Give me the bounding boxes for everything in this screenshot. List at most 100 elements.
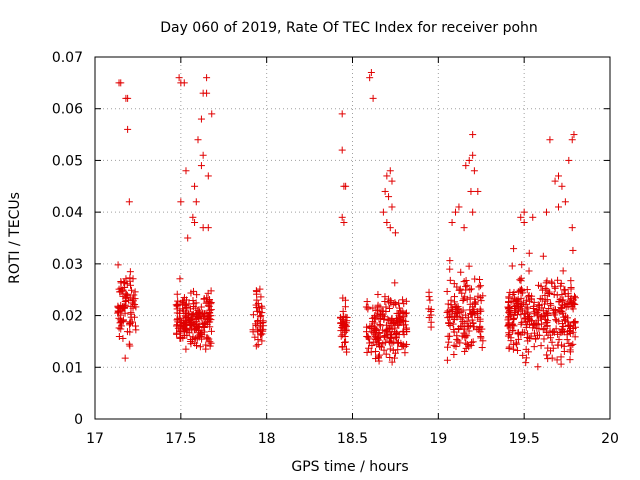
x-tick-label: 19.5 — [509, 431, 540, 447]
data-point — [544, 344, 552, 352]
data-point — [183, 303, 191, 311]
data-point — [560, 342, 568, 350]
data-point — [254, 316, 262, 324]
data-point — [555, 298, 563, 306]
data-point — [341, 303, 349, 311]
data-point — [197, 329, 205, 337]
data-point — [450, 315, 458, 323]
data-point — [192, 198, 200, 206]
data-point — [425, 288, 433, 296]
data-point — [510, 315, 518, 323]
data-point — [401, 310, 409, 318]
data-point — [374, 301, 382, 309]
data-point — [530, 298, 538, 306]
data-point — [200, 328, 208, 336]
data-point — [194, 308, 202, 316]
data-point — [539, 313, 547, 321]
data-point — [546, 289, 554, 297]
data-point — [114, 261, 122, 269]
data-point — [387, 299, 395, 307]
data-point — [450, 341, 458, 349]
data-point — [395, 304, 403, 312]
data-point — [427, 323, 435, 331]
data-point — [381, 187, 389, 195]
data-point — [534, 281, 542, 289]
data-point — [460, 224, 468, 232]
data-point — [446, 257, 454, 265]
data-point — [522, 359, 530, 367]
data-point — [449, 320, 457, 328]
data-point — [552, 325, 560, 333]
data-point — [197, 115, 205, 123]
data-point — [383, 172, 391, 180]
data-point — [520, 218, 528, 226]
data-point — [253, 296, 261, 304]
data-point — [468, 310, 476, 318]
data-point — [569, 246, 577, 254]
data-point — [541, 311, 549, 319]
data-point — [444, 314, 452, 322]
data-point — [117, 325, 125, 333]
data-point — [391, 349, 399, 357]
data-point — [510, 341, 518, 349]
data-point — [518, 261, 526, 269]
data-point — [204, 224, 212, 232]
data-point — [469, 338, 477, 346]
data-point — [470, 167, 478, 175]
data-point — [191, 218, 199, 226]
data-point — [369, 94, 377, 102]
data-point — [558, 297, 566, 305]
data-point — [568, 224, 576, 232]
data-point — [253, 304, 261, 312]
data-point — [258, 304, 266, 312]
data-point — [525, 267, 533, 275]
data-point — [366, 74, 374, 82]
data-point — [571, 317, 579, 325]
y-tick-label: 0.01 — [52, 360, 83, 376]
data-point — [189, 213, 197, 221]
data-point — [462, 286, 470, 294]
data-point — [254, 341, 262, 349]
data-point — [382, 350, 390, 358]
data-point — [127, 302, 135, 310]
data-point — [514, 295, 522, 303]
data-point — [514, 329, 522, 337]
data-point — [372, 347, 380, 355]
data-point — [552, 316, 560, 324]
data-point — [474, 292, 482, 300]
y-tick-label: 0.02 — [52, 309, 83, 325]
data-point — [546, 300, 554, 308]
data-point — [194, 136, 202, 144]
data-point — [544, 331, 552, 339]
data-point — [339, 322, 347, 330]
data-point — [559, 267, 567, 275]
data-point — [476, 276, 484, 284]
data-point — [340, 218, 348, 226]
data-point — [381, 293, 389, 301]
data-point — [447, 301, 455, 309]
data-point — [539, 326, 547, 334]
data-point — [379, 326, 387, 334]
y-axis-label: ROTI / TECUs — [7, 192, 23, 284]
data-point — [561, 316, 569, 324]
data-point — [474, 313, 482, 321]
data-point — [571, 333, 579, 341]
data-point — [572, 323, 580, 331]
data-point — [386, 345, 394, 353]
data-point — [338, 343, 346, 351]
data-point — [129, 275, 137, 283]
data-point — [374, 290, 382, 298]
x-tick-label: 18 — [258, 431, 276, 447]
data-point — [566, 356, 574, 364]
data-point — [342, 182, 350, 190]
data-point — [462, 344, 470, 352]
data-point — [465, 313, 473, 321]
data-point — [521, 309, 529, 317]
data-point — [189, 287, 197, 295]
data-point — [551, 283, 559, 291]
data-point — [370, 324, 378, 332]
data-point — [520, 208, 528, 216]
data-point — [450, 328, 458, 336]
data-point — [522, 296, 530, 304]
